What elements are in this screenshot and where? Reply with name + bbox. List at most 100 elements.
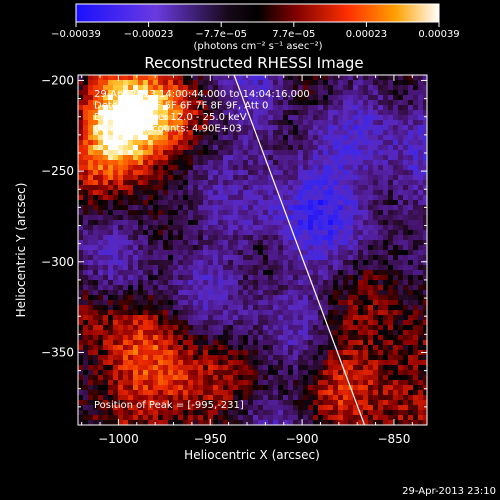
heatmap-pixel — [153, 260, 159, 266]
heatmap-pixel — [308, 310, 314, 316]
heatmap-pixel — [228, 255, 234, 261]
heatmap-pixel — [158, 260, 164, 266]
heatmap-pixel — [213, 170, 219, 176]
heatmap-pixel — [183, 225, 189, 231]
heatmap-pixel — [413, 95, 419, 101]
y-tick-label: −250 — [41, 164, 74, 178]
heatmap-pixel — [268, 250, 274, 256]
heatmap-pixel — [218, 295, 224, 301]
heatmap-pixel — [403, 335, 409, 341]
heatmap-pixel — [353, 370, 359, 376]
heatmap-pixel — [258, 200, 264, 206]
heatmap-pixel — [268, 255, 274, 261]
heatmap-pixel — [408, 100, 414, 106]
heatmap-pixel — [383, 345, 389, 351]
heatmap-pixel — [263, 365, 269, 371]
heatmap-pixel — [108, 280, 114, 286]
heatmap-pixel — [138, 300, 144, 306]
heatmap-pixel — [278, 295, 284, 301]
heatmap-pixel — [173, 210, 179, 216]
heatmap-pixel — [193, 315, 199, 321]
heatmap-pixel — [148, 265, 154, 271]
heatmap-pixel — [93, 265, 99, 271]
heatmap-pixel — [263, 330, 269, 336]
heatmap-pixel — [133, 150, 139, 156]
heatmap-pixel — [98, 105, 104, 111]
heatmap-pixel — [288, 185, 294, 191]
heatmap-pixel — [373, 285, 379, 291]
heatmap-pixel — [243, 95, 249, 101]
heatmap-pixel — [388, 370, 394, 376]
heatmap-pixel — [408, 325, 414, 331]
heatmap-pixel — [263, 400, 269, 406]
heatmap-pixel — [268, 120, 274, 126]
heatmap-pixel — [318, 215, 324, 221]
heatmap-pixel — [83, 255, 89, 261]
heatmap-pixel — [178, 370, 184, 376]
y-tick-label: −350 — [41, 345, 74, 359]
heatmap-pixel — [148, 270, 154, 276]
heatmap-pixel — [233, 240, 239, 246]
heatmap-pixel — [398, 175, 404, 181]
heatmap-pixel — [143, 330, 149, 336]
heatmap-pixel — [78, 400, 84, 406]
heatmap-pixel — [278, 270, 284, 276]
heatmap-pixel — [188, 390, 194, 396]
heatmap-pixel — [233, 330, 239, 336]
heatmap-pixel — [343, 105, 349, 111]
heatmap-pixel — [283, 315, 289, 321]
heatmap-pixel — [168, 340, 174, 346]
heatmap-pixel — [203, 135, 209, 141]
heatmap-pixel — [358, 95, 364, 101]
heatmap-pixel — [268, 215, 274, 221]
heatmap-pixel — [348, 240, 354, 246]
heatmap-pixel — [108, 125, 114, 131]
heatmap-pixel — [103, 345, 109, 351]
heatmap-pixel — [413, 120, 419, 126]
heatmap-pixel — [248, 155, 254, 161]
heatmap-pixel — [253, 240, 259, 246]
heatmap-pixel — [288, 275, 294, 281]
heatmap-pixel — [183, 375, 189, 381]
heatmap-pixel — [388, 320, 394, 326]
heatmap-pixel — [78, 305, 84, 311]
heatmap-pixel — [243, 85, 249, 91]
heatmap-pixel — [278, 310, 284, 316]
heatmap-pixel — [303, 125, 309, 131]
heatmap-pixel — [173, 155, 179, 161]
heatmap-pixel — [413, 175, 419, 181]
heatmap-pixel — [253, 405, 259, 411]
heatmap-pixel — [408, 140, 414, 146]
heatmap-pixel — [118, 285, 124, 291]
heatmap-pixel — [333, 225, 339, 231]
heatmap-pixel — [353, 185, 359, 191]
heatmap-pixel — [308, 220, 314, 226]
heatmap-pixel — [233, 85, 239, 91]
heatmap-pixel — [398, 310, 404, 316]
heatmap-pixel — [288, 205, 294, 211]
heatmap-pixel — [103, 170, 109, 176]
heatmap-pixel — [148, 120, 154, 126]
heatmap-pixel — [408, 340, 414, 346]
heatmap-pixel — [138, 105, 144, 111]
heatmap-pixel — [328, 365, 334, 371]
heatmap-pixel — [203, 315, 209, 321]
heatmap-pixel — [293, 340, 299, 346]
heatmap-pixel — [423, 110, 427, 116]
heatmap-pixel — [243, 300, 249, 306]
heatmap-pixel — [303, 375, 309, 381]
heatmap-pixel — [398, 305, 404, 311]
heatmap-pixel — [213, 360, 219, 366]
heatmap-pixel — [338, 110, 344, 116]
heatmap-pixel — [108, 230, 114, 236]
heatmap-pixel — [293, 135, 299, 141]
heatmap-pixel — [373, 255, 379, 261]
heatmap-pixel — [318, 410, 324, 416]
heatmap-pixel — [258, 180, 264, 186]
heatmap-pixel — [323, 220, 329, 226]
heatmap-pixel — [178, 80, 184, 86]
heatmap-pixel — [108, 170, 114, 176]
heatmap-pixel — [143, 320, 149, 326]
heatmap-pixel — [118, 325, 124, 331]
heatmap-pixel — [213, 315, 219, 321]
